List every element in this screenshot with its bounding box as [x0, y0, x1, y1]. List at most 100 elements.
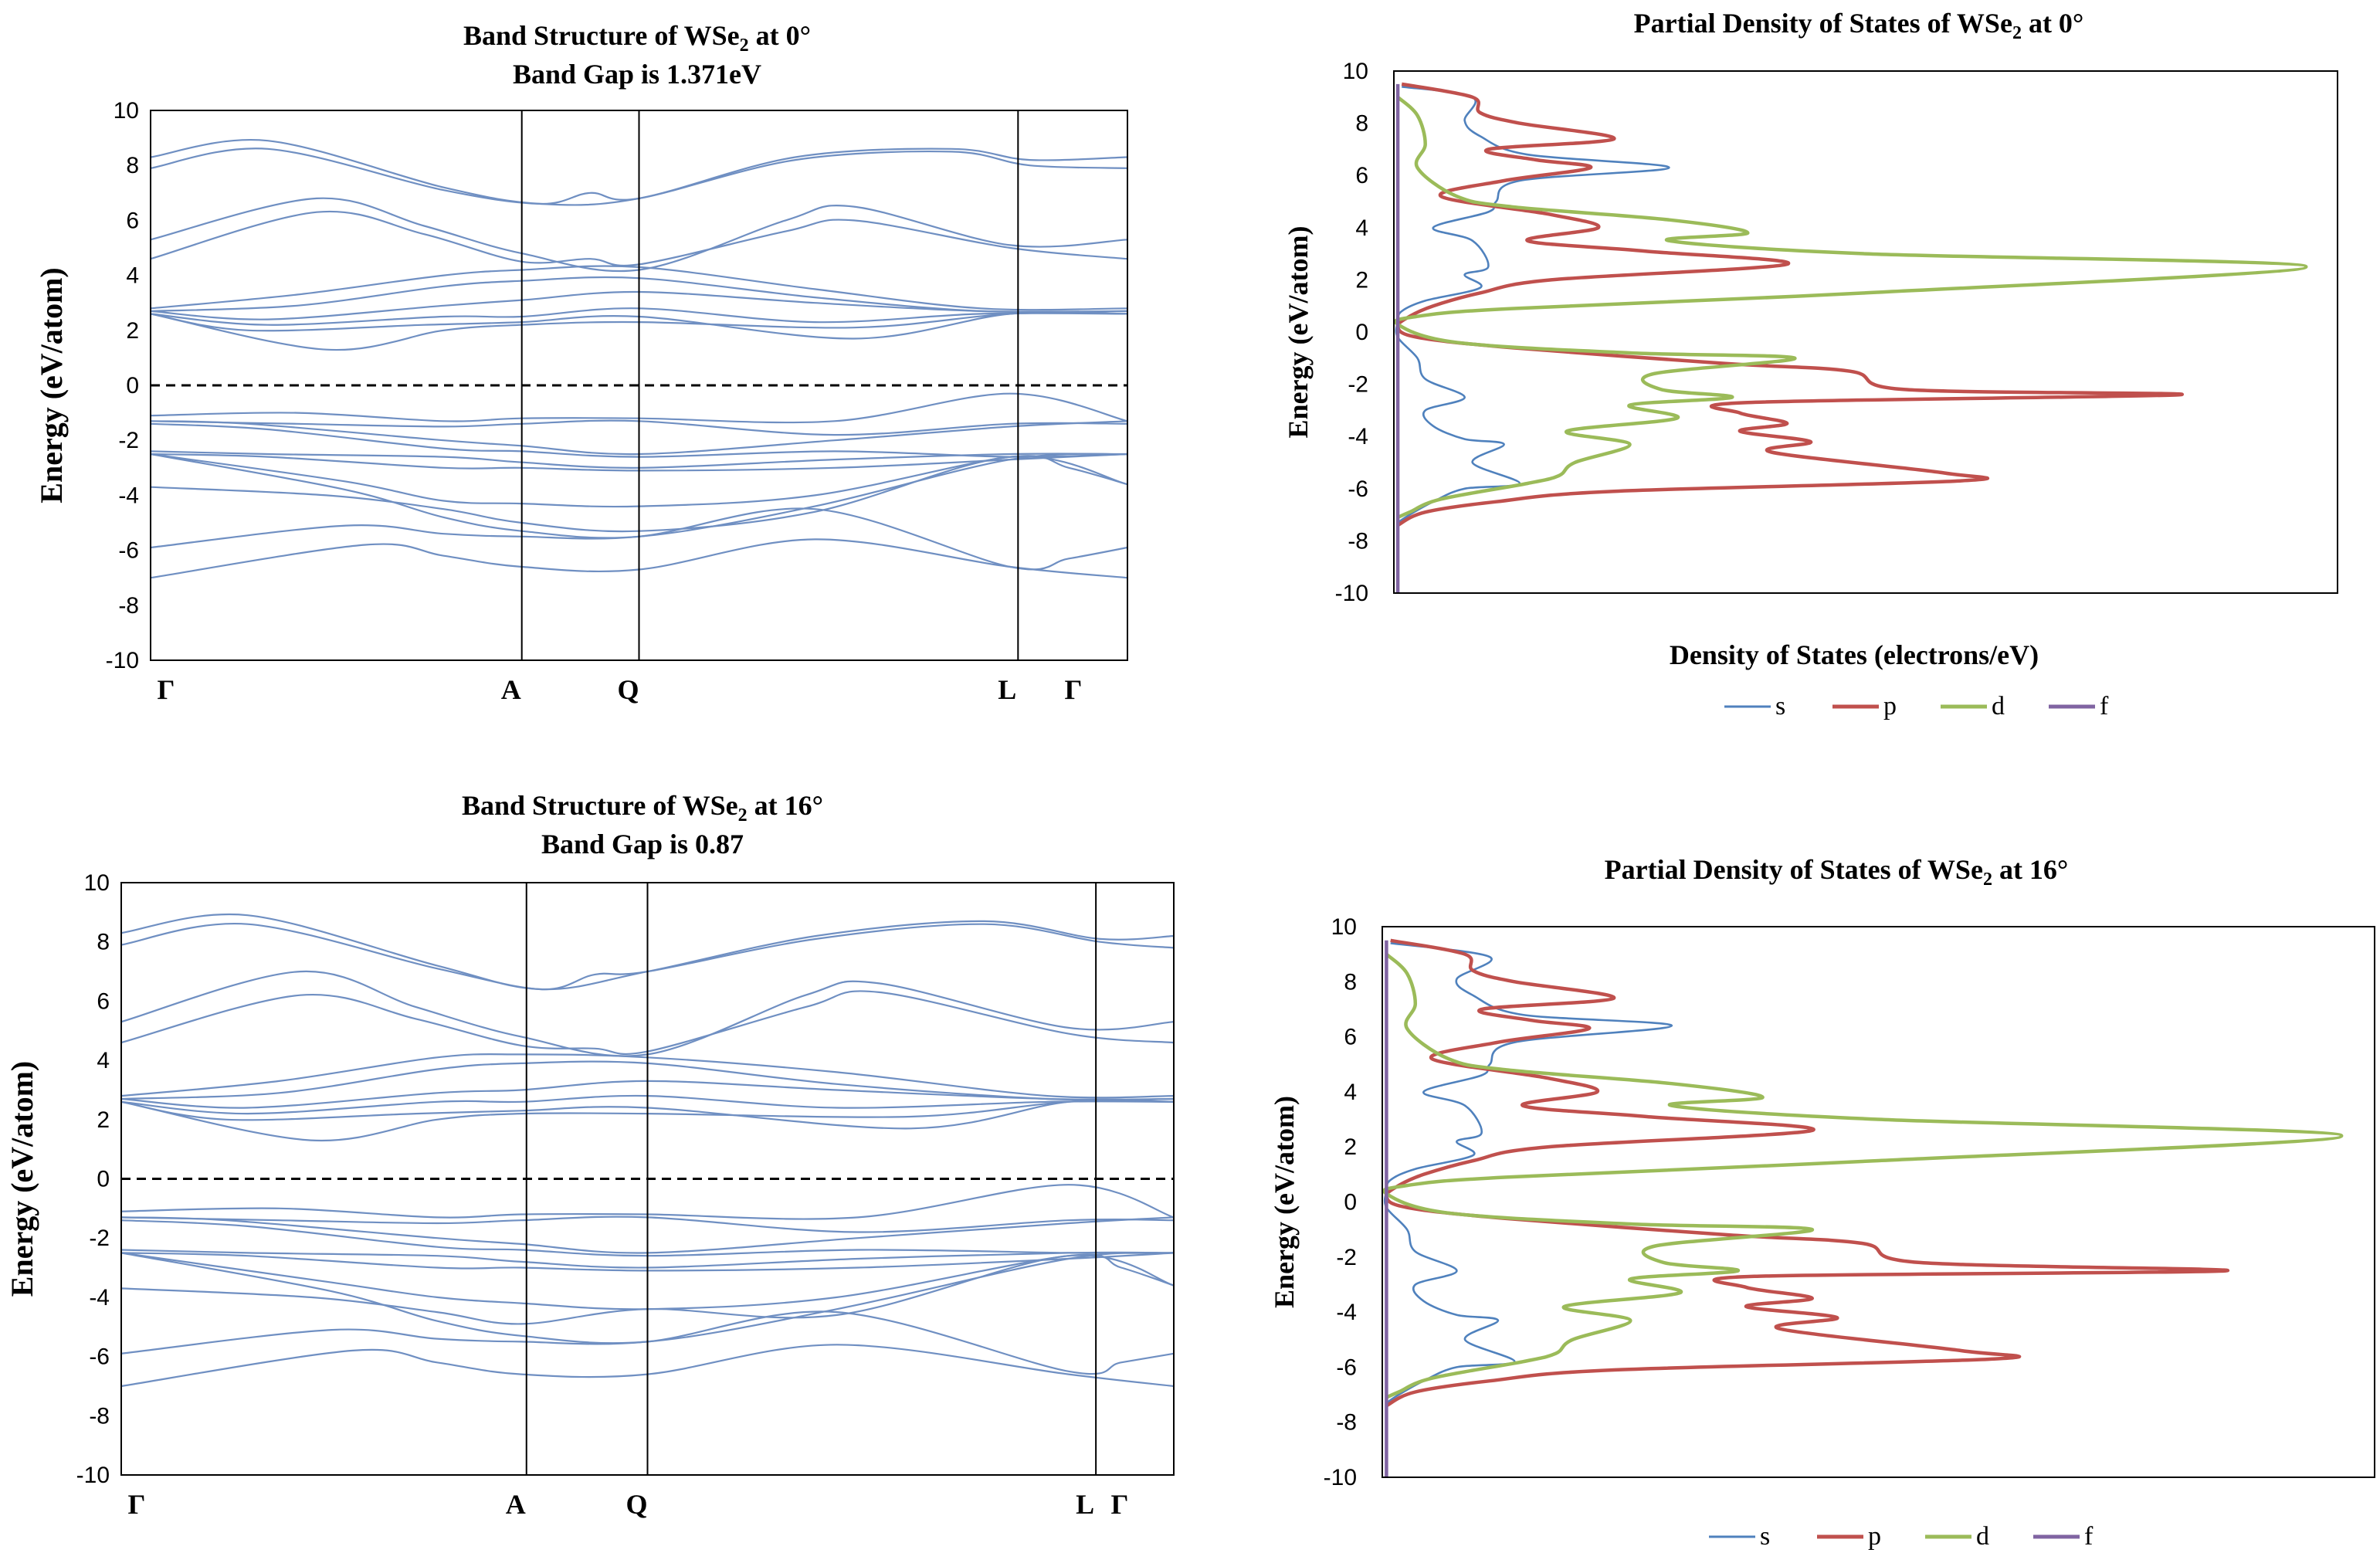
band-line: [120, 1216, 1175, 1254]
y-tick-label: 4: [1355, 215, 1368, 241]
pdos-0deg-chart: Partial Density of States of WSe2 at 0° 1…: [1283, 8, 2338, 720]
chart-title: Band Structure of WSe2 at 0°: [463, 20, 811, 56]
band-line: [120, 990, 1175, 1056]
y-tick-label: -6: [1348, 476, 1368, 502]
chart-title: Partial Density of States of WSe2 at 16°: [1605, 854, 2069, 890]
kpoint-label: Γ: [1111, 1489, 1129, 1520]
y-tick-label: -4: [1348, 424, 1368, 449]
y-tick-label: 6: [126, 208, 139, 233]
y-axis-label: Energy (eV/atom): [34, 267, 69, 503]
dos-series-p: [1385, 938, 2230, 1408]
y-tick-label: -2: [1336, 1245, 1357, 1270]
kpoint-label: A: [506, 1489, 526, 1520]
y-tick-label: 4: [126, 263, 139, 289]
y-tick-label: 0: [97, 1167, 110, 1192]
y-tick-label: 2: [1355, 267, 1368, 293]
y-tick-label: -4: [118, 483, 139, 508]
band-line: [150, 538, 1128, 579]
y-tick-label: -8: [1348, 528, 1368, 554]
dos-series-p: [1395, 82, 2185, 527]
band-line: [150, 312, 1128, 351]
y-tick-label: -6: [118, 538, 139, 564]
kpoint-label: Γ: [1065, 674, 1083, 705]
band-line: [120, 1215, 1175, 1233]
y-tick-label: -4: [89, 1285, 110, 1310]
dos-series-s: [1383, 942, 1673, 1404]
kpoint-label: Γ: [158, 674, 175, 705]
y-tick-label: -10: [76, 1463, 110, 1488]
band-line: [150, 147, 1128, 205]
band-line: [150, 450, 1128, 469]
legend-label-s: s: [1775, 692, 1785, 720]
band-line: [150, 455, 1128, 533]
y-tick-label: -8: [118, 593, 139, 619]
y-tick-label: -10: [106, 648, 139, 673]
y-tick-label: 10: [1331, 914, 1357, 940]
y-tick-label: -2: [1348, 372, 1368, 398]
y-tick-label: 10: [84, 870, 110, 896]
band-line: [150, 290, 1128, 320]
kpoint-label: Γ: [128, 1489, 146, 1520]
band-line: [150, 422, 1128, 458]
y-tick-label: 8: [1344, 969, 1357, 995]
y-tick-label: 10: [114, 98, 139, 124]
band-line: [150, 392, 1128, 424]
y-tick-label: -2: [89, 1226, 110, 1251]
legend-label-f: f: [2084, 1522, 2094, 1551]
y-tick-label: -10: [1324, 1465, 1357, 1490]
y-tick-label: 10: [1343, 59, 1368, 84]
band-line: [120, 1099, 1175, 1130]
dos-series-d: [1382, 952, 2344, 1399]
y-tick-label: 8: [126, 153, 139, 178]
band-line: [150, 210, 1128, 267]
band-line: [120, 1344, 1175, 1388]
y-tick-label: -4: [1336, 1300, 1357, 1325]
legend-label-d: d: [1992, 692, 2005, 720]
y-tick-label: 6: [97, 988, 110, 1014]
band-line: [150, 310, 1128, 340]
y-tick-label: -10: [1335, 581, 1368, 606]
band-line: [120, 1080, 1175, 1109]
band-line: [150, 307, 1128, 326]
y-tick-label: 6: [1344, 1025, 1357, 1050]
y-tick-label: -6: [1336, 1354, 1357, 1380]
legend-label-p: p: [1868, 1522, 1881, 1551]
y-tick-label: 8: [97, 930, 110, 955]
band-line: [120, 922, 1175, 991]
y-tick-label: 0: [1344, 1190, 1357, 1215]
y-tick-label: 2: [1344, 1134, 1357, 1160]
band-line: [120, 1252, 1175, 1272]
band-line: [150, 265, 1128, 311]
band-line: [120, 1184, 1175, 1220]
chart-subtitle: Band Gap is 0.87: [541, 829, 744, 859]
legend-label-f: f: [2100, 692, 2109, 720]
y-tick-label: 8: [1355, 111, 1368, 137]
y-tick-label: -8: [89, 1403, 110, 1429]
plot-frame: [150, 110, 1128, 661]
plot-frame: [120, 882, 1175, 1476]
chart-subtitle: Band Gap is 1.371eV: [513, 59, 761, 90]
dos-series-s: [1395, 86, 1670, 524]
y-tick-label: 2: [126, 318, 139, 344]
y-axis-label: Energy (eV/atom): [5, 1061, 39, 1297]
band-structure-16deg-chart: Band Structure of WSe2 at 16°Band Gap is…: [5, 790, 1175, 1520]
band-line: [120, 1094, 1175, 1115]
legend-label-p: p: [1883, 692, 1897, 720]
y-axis-label: Energy (eV/atom): [1269, 1096, 1300, 1308]
kpoint-label: Q: [617, 674, 639, 705]
y-tick-label: -6: [89, 1344, 110, 1370]
band-line: [150, 419, 1128, 436]
y-tick-label: 2: [97, 1107, 110, 1133]
plot-frame: [1382, 926, 2375, 1478]
band-line: [120, 1053, 1175, 1099]
y-tick-label: 0: [1355, 320, 1368, 345]
band-structure-0deg-chart: Band Structure of WSe2 at 0°Band Gap is …: [34, 20, 1128, 705]
y-tick-label: 4: [97, 1048, 110, 1073]
chart-title: Partial Density of States of WSe2 at 0°: [1634, 8, 2084, 43]
y-tick-label: 6: [1355, 163, 1368, 188]
band-line: [120, 1249, 1175, 1269]
y-tick-label: -2: [118, 428, 139, 453]
kpoint-label: Q: [626, 1489, 647, 1520]
y-axis-label: Energy (eV/atom): [1283, 226, 1314, 439]
